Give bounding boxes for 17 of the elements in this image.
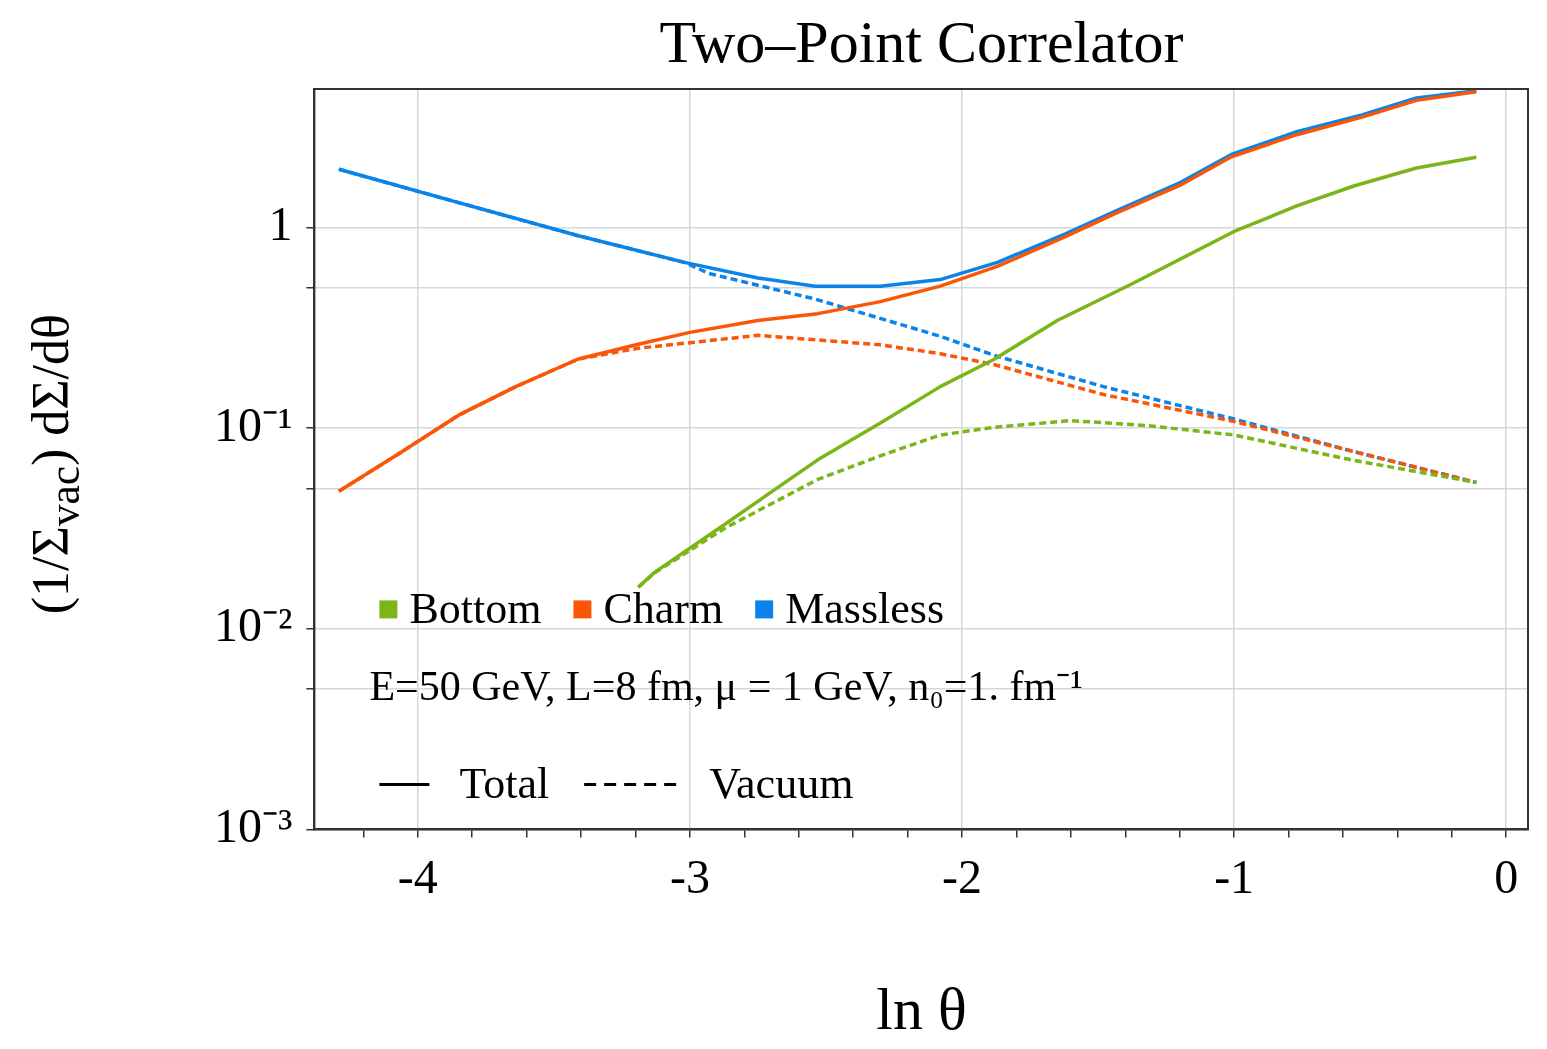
x-tick-label: -2: [942, 849, 982, 903]
annotation: Total: [459, 758, 550, 808]
y-tick-label: 1: [268, 197, 293, 251]
legend-label: Massless: [785, 583, 945, 633]
y-tick-label: 10⁻³: [214, 799, 293, 853]
annotation: Vacuum: [709, 758, 854, 808]
x-tick-label: -1: [1214, 849, 1255, 903]
x-tick-label: 0: [1494, 849, 1519, 903]
x-tick-label: -4: [397, 849, 438, 903]
x-axis-title: ln θ: [875, 975, 968, 1044]
chart-title: Two–Point Correlator: [658, 8, 1185, 77]
annotation: E=50 GeV, L=8 fm, μ = 1 GeV, n₀=1. fm⁻¹: [369, 663, 1083, 710]
x-tick-label: -3: [669, 849, 710, 903]
y-tick-label: 10⁻¹: [214, 397, 293, 451]
legend-label: Charm: [603, 583, 724, 633]
y-tick-label: 10⁻²: [214, 598, 293, 652]
legend-label: Bottom: [409, 583, 542, 633]
